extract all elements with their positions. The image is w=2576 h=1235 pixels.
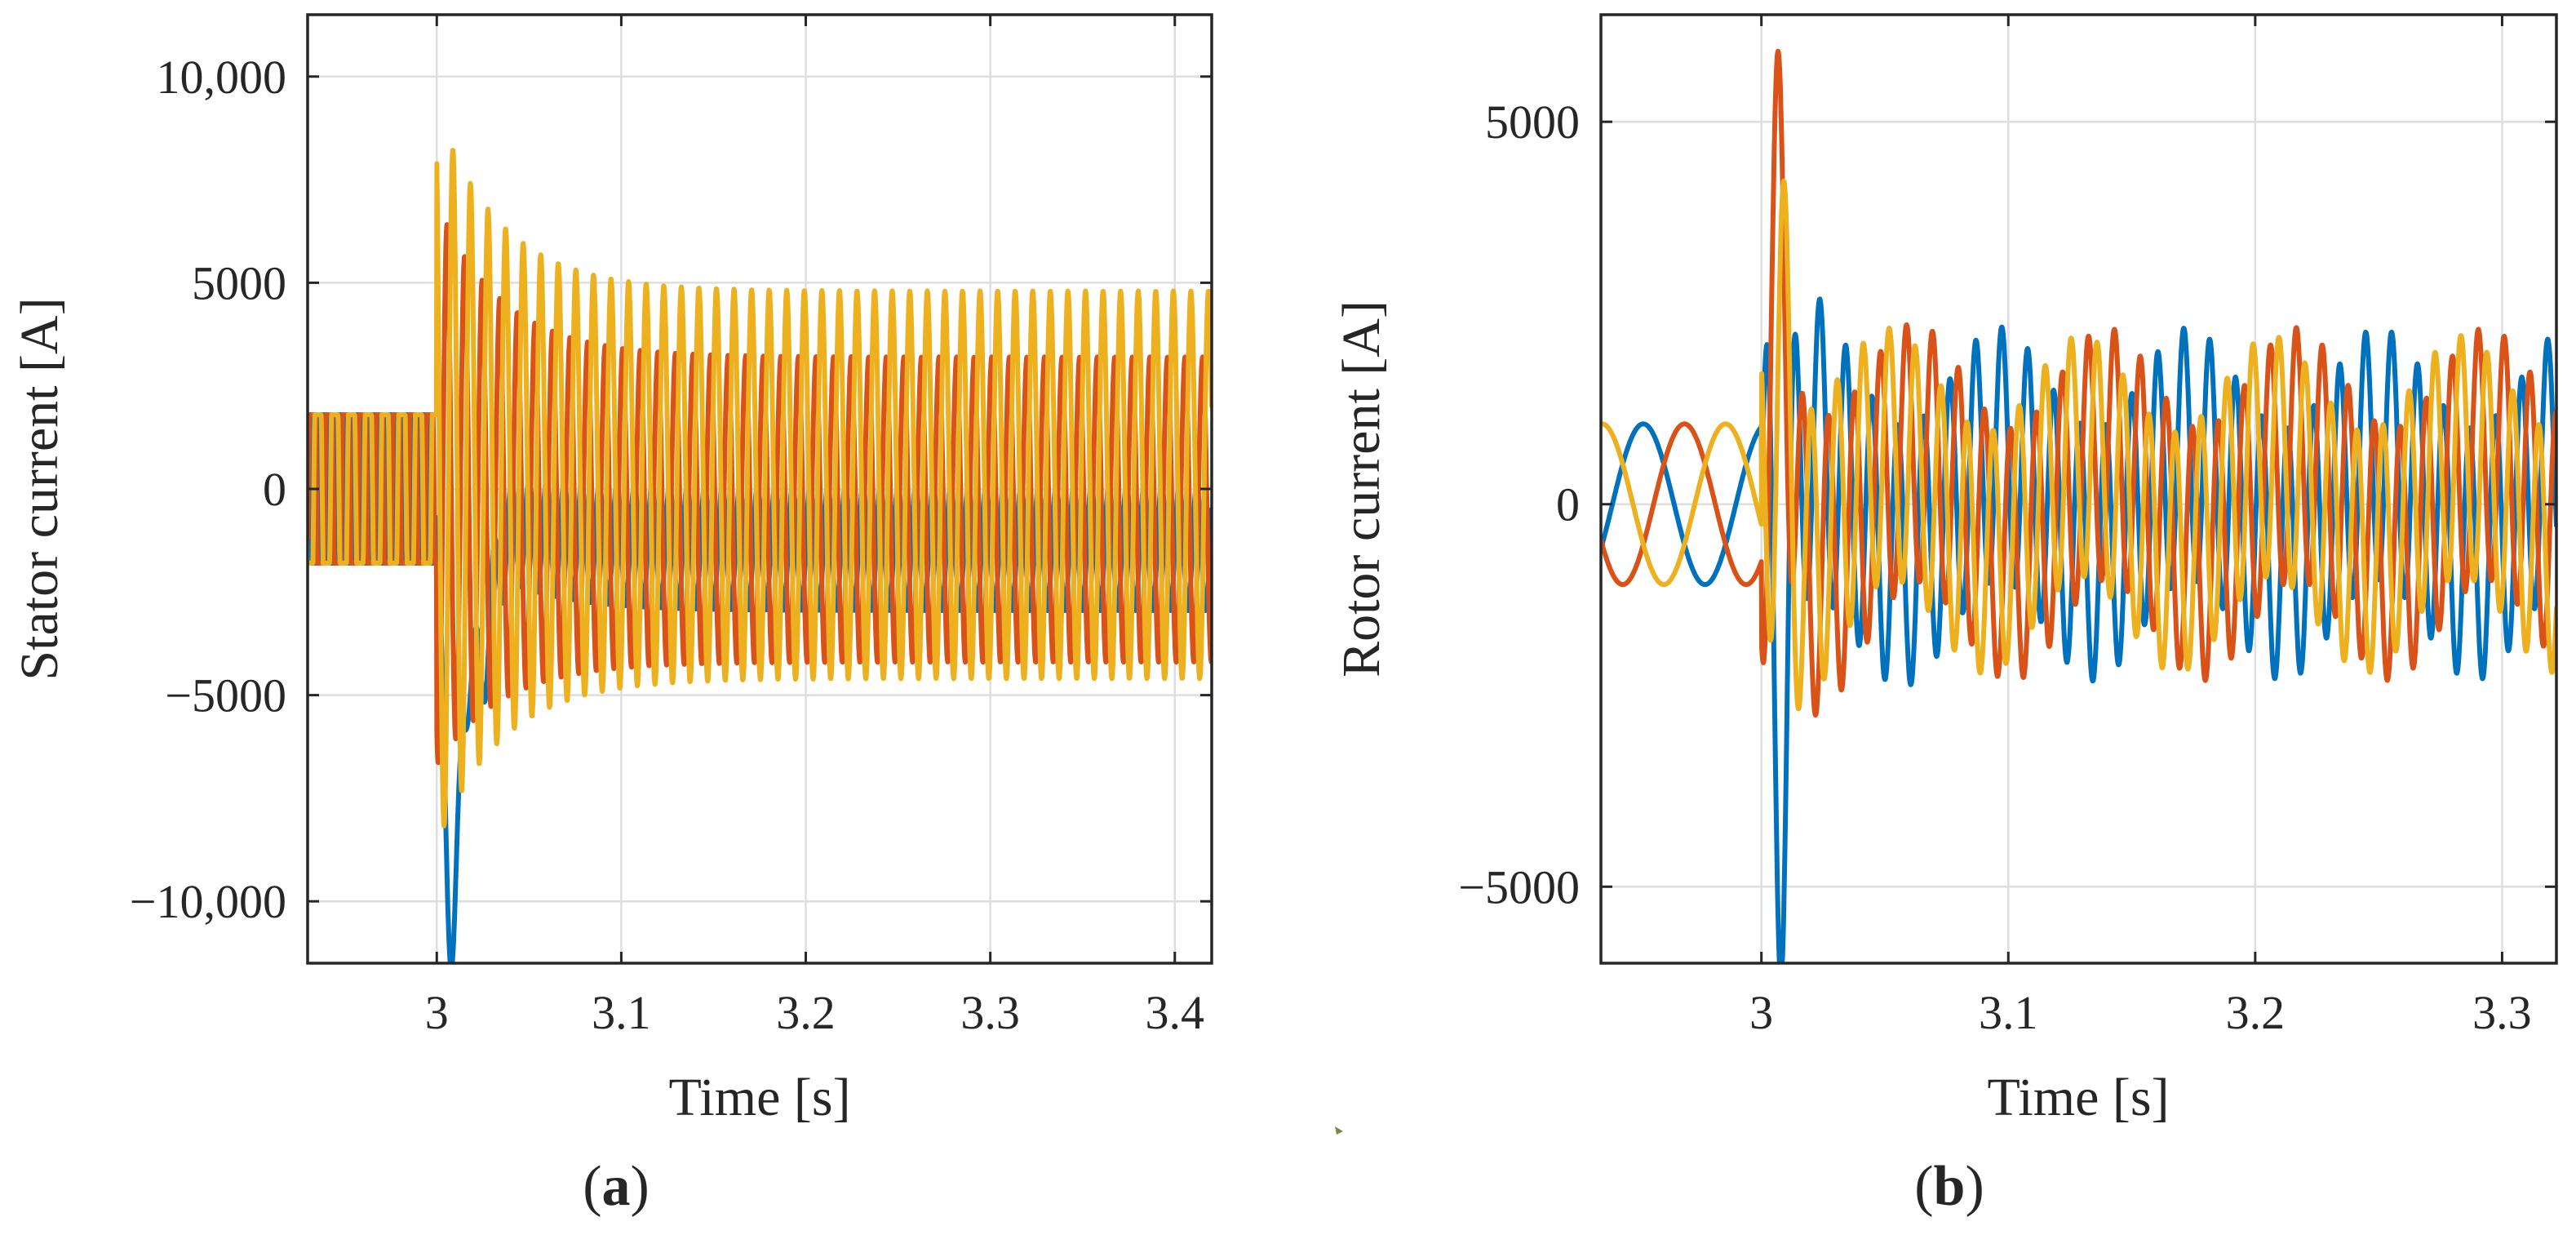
y-tick-label: 5000 <box>192 256 286 309</box>
tick-group: 3 3.1 3.2 3.3 3.4 −10,000 −5000 0 5000 10,000 <box>130 15 1212 1039</box>
x-axis-label: Time [s] <box>1987 1068 2169 1127</box>
x-tick-label: 3.2 <box>776 986 836 1039</box>
series-line-phase-C <box>308 148 1212 829</box>
x-tick-label: 3 <box>425 986 449 1039</box>
panel-label-a: (a) <box>583 1155 650 1218</box>
tick-group: 3 3.1 3.2 3.3 −5000 0 5000 <box>1458 15 2556 1039</box>
x-tick-label: 3 <box>1749 986 1773 1039</box>
y-tick-label: −5000 <box>1458 860 1580 913</box>
x-axis-label: Time [s] <box>668 1068 850 1127</box>
y-tick-label: −5000 <box>165 669 286 722</box>
y-axis-label: Stator current [A] <box>10 297 69 680</box>
x-tick-label: 3.4 <box>1146 986 1205 1039</box>
x-tick-label: 3.3 <box>2472 986 2532 1039</box>
y-tick-label: 0 <box>1556 478 1580 531</box>
y-tick-label: 10,000 <box>157 51 287 104</box>
axes-frame <box>1599 13 2558 965</box>
series-line-phase-B <box>1601 48 2556 718</box>
series-line-phase-C <box>1601 178 2556 712</box>
panel-label-b: (b) <box>1914 1155 1984 1218</box>
rotor-current-plot: 3 3.1 3.2 3.3 −5000 0 5000 Time [s] Rotor curr… <box>1332 13 2558 1218</box>
trace-group <box>308 148 1212 963</box>
x-tick-label: 3.2 <box>2226 986 2286 1039</box>
y-tick-label: 0 <box>263 463 286 516</box>
x-tick-label: 3.1 <box>592 986 651 1039</box>
y-tick-label: −10,000 <box>130 875 286 928</box>
trace-group <box>1601 48 2556 963</box>
x-tick-label: 3.1 <box>1979 986 2038 1039</box>
x-tick-label: 3.3 <box>960 986 1020 1039</box>
stator-current-plot: 3 3.1 3.2 3.3 3.4 −10,000 −5000 0 5000 10,000 Tim… <box>10 13 1213 1218</box>
y-tick-label: 5000 <box>1485 96 1580 149</box>
stray-mark <box>1335 1126 1343 1135</box>
y-axis-label: Rotor current [A] <box>1332 300 1391 677</box>
